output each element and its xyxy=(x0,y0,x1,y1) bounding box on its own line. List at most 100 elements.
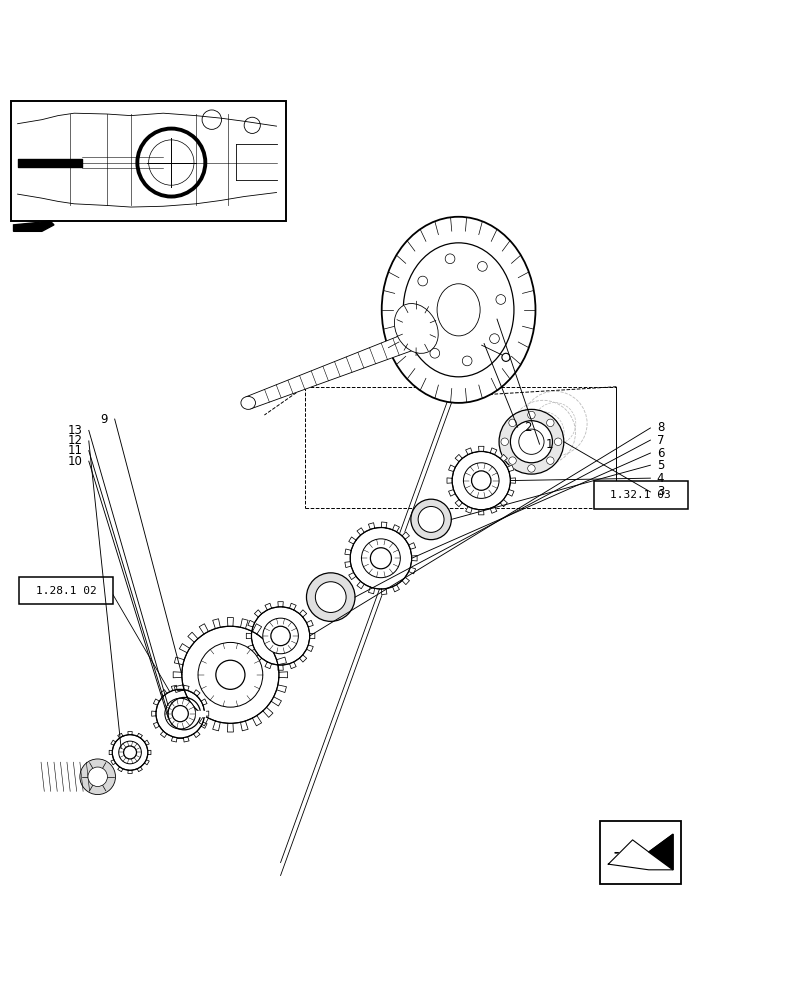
Text: 4: 4 xyxy=(656,472,663,485)
Polygon shape xyxy=(278,672,287,678)
Circle shape xyxy=(471,471,491,490)
Circle shape xyxy=(306,573,354,621)
Text: 2: 2 xyxy=(524,421,531,434)
Ellipse shape xyxy=(403,243,513,377)
FancyBboxPatch shape xyxy=(19,577,113,604)
Polygon shape xyxy=(357,581,364,589)
Polygon shape xyxy=(299,610,307,617)
Polygon shape xyxy=(263,707,272,717)
Polygon shape xyxy=(201,699,207,705)
Polygon shape xyxy=(381,522,387,528)
Polygon shape xyxy=(348,572,355,580)
Polygon shape xyxy=(201,722,207,728)
Polygon shape xyxy=(277,665,283,670)
Polygon shape xyxy=(144,760,149,765)
Circle shape xyxy=(370,548,391,569)
Polygon shape xyxy=(152,711,156,716)
Ellipse shape xyxy=(381,217,534,403)
Polygon shape xyxy=(174,685,184,692)
Circle shape xyxy=(216,660,245,689)
Text: 6: 6 xyxy=(656,447,663,460)
Polygon shape xyxy=(212,721,220,731)
Text: 13: 13 xyxy=(67,424,82,437)
Circle shape xyxy=(112,735,148,770)
Circle shape xyxy=(123,746,136,759)
Polygon shape xyxy=(183,685,189,691)
Polygon shape xyxy=(144,740,149,745)
Circle shape xyxy=(156,689,204,738)
Circle shape xyxy=(463,463,499,498)
Polygon shape xyxy=(309,633,315,639)
Polygon shape xyxy=(345,562,350,568)
Polygon shape xyxy=(14,221,54,231)
Circle shape xyxy=(315,582,345,612)
Circle shape xyxy=(251,607,309,665)
Polygon shape xyxy=(411,556,417,561)
Text: 1: 1 xyxy=(545,438,553,451)
Polygon shape xyxy=(153,699,159,705)
Polygon shape xyxy=(299,655,307,662)
Circle shape xyxy=(411,315,421,325)
Circle shape xyxy=(198,642,263,707)
Polygon shape xyxy=(111,760,115,765)
Polygon shape xyxy=(381,589,387,595)
Polygon shape xyxy=(247,620,255,627)
Ellipse shape xyxy=(394,304,438,353)
Circle shape xyxy=(418,276,427,286)
Bar xyxy=(599,821,680,884)
Text: 7: 7 xyxy=(656,434,663,447)
Polygon shape xyxy=(199,624,208,634)
Polygon shape xyxy=(179,697,190,706)
Circle shape xyxy=(430,348,439,358)
Circle shape xyxy=(88,767,107,786)
Polygon shape xyxy=(490,448,496,455)
Polygon shape xyxy=(277,602,283,607)
Polygon shape xyxy=(277,685,286,692)
Circle shape xyxy=(172,706,188,722)
Polygon shape xyxy=(171,737,177,742)
Circle shape xyxy=(527,465,534,472)
Polygon shape xyxy=(401,577,409,585)
Polygon shape xyxy=(161,731,166,738)
Polygon shape xyxy=(246,304,486,409)
Polygon shape xyxy=(306,645,313,652)
Polygon shape xyxy=(401,532,409,539)
Ellipse shape xyxy=(241,396,255,409)
Circle shape xyxy=(499,409,563,474)
Polygon shape xyxy=(199,716,208,726)
Polygon shape xyxy=(111,740,115,745)
Circle shape xyxy=(518,429,543,454)
Polygon shape xyxy=(247,645,255,652)
Text: 3: 3 xyxy=(656,485,663,498)
Ellipse shape xyxy=(436,284,479,336)
Polygon shape xyxy=(368,523,374,529)
Circle shape xyxy=(489,334,499,343)
Polygon shape xyxy=(348,537,355,544)
Text: 8: 8 xyxy=(656,421,663,434)
Text: 10: 10 xyxy=(67,455,82,468)
Polygon shape xyxy=(507,465,513,472)
Text: 9: 9 xyxy=(101,413,108,426)
Polygon shape xyxy=(271,644,281,653)
Polygon shape xyxy=(179,644,190,653)
Circle shape xyxy=(527,411,534,419)
Polygon shape xyxy=(478,510,483,515)
Polygon shape xyxy=(357,528,364,535)
Circle shape xyxy=(350,528,411,589)
Circle shape xyxy=(118,741,141,764)
Polygon shape xyxy=(448,465,455,472)
Polygon shape xyxy=(127,770,132,773)
Text: 1.32.1 03: 1.32.1 03 xyxy=(610,490,670,500)
Polygon shape xyxy=(345,549,350,555)
Polygon shape xyxy=(204,711,208,716)
Polygon shape xyxy=(500,499,507,507)
Circle shape xyxy=(263,618,298,654)
Polygon shape xyxy=(227,723,233,732)
Polygon shape xyxy=(500,454,507,462)
Polygon shape xyxy=(109,750,112,755)
Polygon shape xyxy=(227,618,233,626)
Circle shape xyxy=(510,421,551,463)
Circle shape xyxy=(477,262,487,271)
Circle shape xyxy=(461,356,471,366)
Circle shape xyxy=(165,698,195,729)
